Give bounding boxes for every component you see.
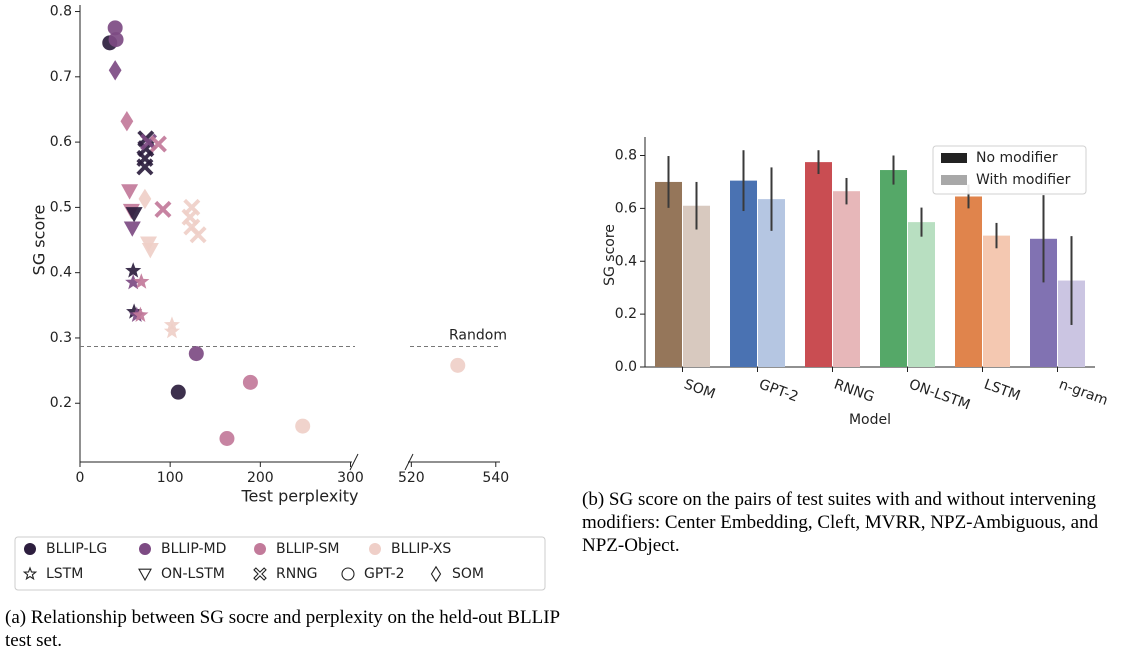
y-tick-label: 0.3	[50, 330, 72, 346]
random-label: Random	[449, 327, 507, 343]
point	[132, 306, 149, 322]
legend-label: LSTM	[46, 566, 83, 582]
legend-label: SOM	[452, 566, 484, 582]
y-tick-label: 0.6	[615, 200, 637, 216]
y-tick-label: 0.4	[50, 265, 72, 281]
legend-marker	[138, 568, 152, 582]
y-axis-label: SG score	[30, 205, 49, 276]
legend-label: ON-LSTM	[161, 566, 225, 582]
legend-marker	[430, 565, 442, 583]
legend-label: BLLIP-SM	[276, 541, 340, 557]
legend-label: GPT-2	[364, 566, 405, 582]
legend-marker	[341, 567, 355, 581]
legend-label: BLLIP-MD	[161, 541, 226, 557]
x-tick-label: LSTM	[982, 376, 1023, 404]
bar	[805, 162, 832, 367]
point	[138, 188, 152, 210]
x-tick-label: RNNG	[832, 376, 876, 405]
point	[141, 243, 159, 259]
y-axis-label: SG score	[602, 224, 618, 286]
point	[295, 418, 311, 434]
bar	[908, 222, 935, 367]
point	[123, 221, 141, 237]
x-tick-label: 100	[157, 470, 184, 486]
legend-swatch	[24, 543, 36, 555]
point	[125, 207, 143, 223]
bar	[655, 181, 682, 367]
x-tick-label: 540	[482, 470, 509, 486]
legend-box	[932, 145, 1087, 195]
y-tick-label: 0.7	[50, 69, 72, 85]
point	[133, 273, 150, 289]
x-tick-label: SOM	[682, 376, 718, 402]
point	[108, 32, 124, 48]
point	[450, 357, 466, 373]
x-tick-label: 520	[398, 470, 425, 486]
x-axis-label: Model	[849, 412, 891, 428]
x-tick-label: GPT-2	[757, 376, 801, 405]
point	[170, 384, 186, 400]
point	[107, 20, 123, 36]
point	[163, 322, 181, 339]
bar	[730, 180, 757, 367]
figure: 0.2 0.3 0.4 0.5 0.6 0.7 0.8 0 100 200 300 520 540 Tes…	[14, 4, 1110, 591]
point	[125, 273, 142, 290]
legend-label: BLLIP-XS	[391, 541, 451, 557]
legend-swatch	[941, 175, 967, 185]
y-tick-label: 0.8	[50, 4, 72, 20]
bar	[955, 196, 982, 367]
x-tick-label: 0	[76, 470, 85, 486]
axis-break	[404, 453, 414, 471]
caption-a: (a) Relationship between SG socre and pe…	[5, 607, 560, 651]
legend-label: RNNG	[276, 566, 318, 582]
legend-label: With modifier	[976, 172, 1071, 188]
x-tick-label: n-gram	[1057, 376, 1110, 408]
y-tick-label: 0.0	[615, 359, 637, 375]
point	[108, 60, 122, 81]
caption-b: (b) SG score on the pairs of test suites…	[582, 489, 1099, 556]
legend-swatch	[369, 543, 381, 555]
point	[121, 184, 139, 200]
point	[125, 262, 142, 278]
bar	[683, 205, 710, 367]
point	[136, 158, 154, 176]
point	[154, 200, 172, 218]
legend-swatch	[254, 543, 266, 555]
x-tick-label: ON-LSTM	[907, 376, 972, 413]
bar	[880, 170, 907, 367]
point	[126, 303, 143, 319]
x-tick-label: 200	[247, 470, 274, 486]
x-tick-label: 300	[337, 470, 364, 486]
x-axis-label: Test perplexity	[241, 487, 359, 506]
axis-break	[349, 453, 359, 471]
legend-swatch	[941, 153, 967, 163]
legend-marker	[253, 567, 267, 581]
point	[149, 135, 167, 153]
y-tick-label: 0.8	[615, 148, 637, 164]
y-tick-label: 0.2	[615, 306, 637, 322]
bar	[833, 191, 860, 367]
bar	[983, 235, 1010, 367]
y-tick-label: 0.6	[50, 134, 72, 150]
legend-swatch	[139, 543, 151, 555]
point	[242, 374, 258, 390]
point	[120, 111, 134, 132]
point	[188, 346, 204, 362]
legend-label: No modifier	[976, 150, 1058, 166]
legend-label: BLLIP-LG	[46, 541, 107, 557]
y-tick-label: 0.5	[50, 199, 72, 215]
point	[189, 226, 207, 244]
y-tick-label: 0.2	[50, 395, 72, 411]
point	[219, 430, 235, 446]
y-tick-label: 0.4	[615, 253, 637, 269]
legend-marker	[22, 566, 38, 581]
